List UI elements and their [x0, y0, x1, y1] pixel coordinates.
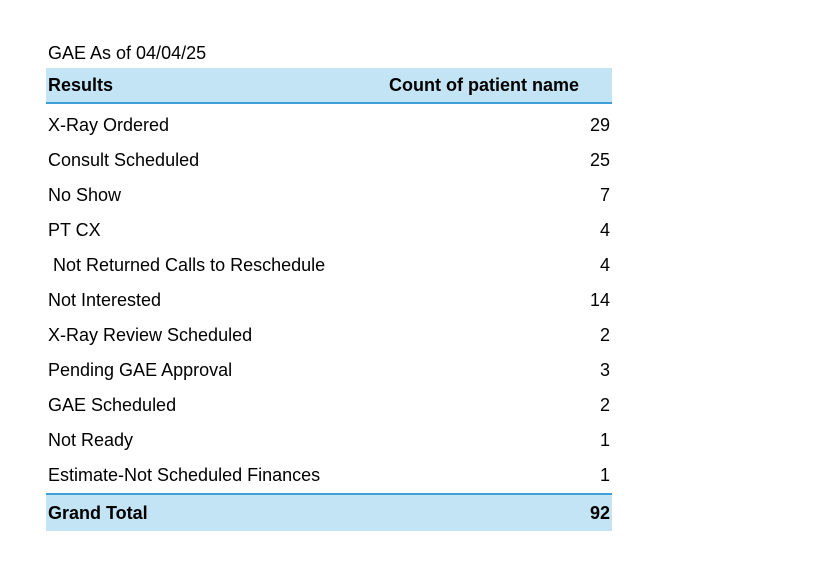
- header-count-of-patient-name: Count of patient name: [389, 74, 579, 95]
- grand-total-row: Grand Total 92: [46, 493, 612, 531]
- table-row: Pending GAE Approval 3: [46, 353, 612, 388]
- row-value: 25: [589, 150, 610, 170]
- row-value: 3: [599, 360, 610, 380]
- table-row: GAE Scheduled 2: [46, 388, 612, 423]
- row-label: Not Returned Calls to Reschedule: [48, 255, 326, 275]
- table-row: X-Ray Ordered 29: [46, 108, 612, 143]
- table-row: Not Interested 14: [46, 283, 612, 318]
- table-row: Estimate-Not Scheduled Finances 1: [46, 458, 612, 493]
- row-value: 2: [599, 395, 610, 415]
- row-label: Not Ready: [48, 430, 134, 450]
- pivot-table: Results Count of patient name X-Ray Orde…: [46, 68, 612, 531]
- table-row: Consult Scheduled 25: [46, 143, 612, 178]
- row-label: PT CX: [48, 220, 101, 240]
- table-row: Not Ready 1: [46, 423, 612, 458]
- row-value: 29: [589, 115, 610, 135]
- row-label: Estimate-Not Scheduled Finances: [48, 465, 321, 485]
- row-value: 4: [599, 220, 610, 240]
- row-label: Not Interested: [48, 290, 162, 310]
- table-row: Not Returned Calls to Reschedule 4: [46, 248, 612, 283]
- grand-total-value: 92: [589, 502, 610, 523]
- header-results: Results: [48, 74, 114, 95]
- row-value: 1: [599, 465, 610, 485]
- row-value: 4: [599, 255, 610, 275]
- report-title: GAE As of 04/04/25: [48, 43, 207, 63]
- row-label: Consult Scheduled: [48, 150, 200, 170]
- table-row: No Show 7: [46, 178, 612, 213]
- table-row: X-Ray Review Scheduled 2: [46, 318, 612, 353]
- row-label: GAE Scheduled: [48, 395, 177, 415]
- row-label: Pending GAE Approval: [48, 360, 233, 380]
- row-label: X-Ray Ordered: [48, 115, 170, 135]
- grand-total-label: Grand Total: [48, 502, 148, 523]
- row-value: 7: [599, 185, 610, 205]
- row-label: No Show: [48, 185, 122, 205]
- row-value: 2: [599, 325, 610, 345]
- row-value: 14: [589, 290, 610, 310]
- table-body: X-Ray Ordered 29 Consult Scheduled 25 No…: [46, 104, 612, 493]
- row-value: 1: [599, 430, 610, 450]
- table-row: PT CX 4: [46, 213, 612, 248]
- table-header-row: Results Count of patient name: [46, 68, 612, 104]
- row-label: X-Ray Review Scheduled: [48, 325, 253, 345]
